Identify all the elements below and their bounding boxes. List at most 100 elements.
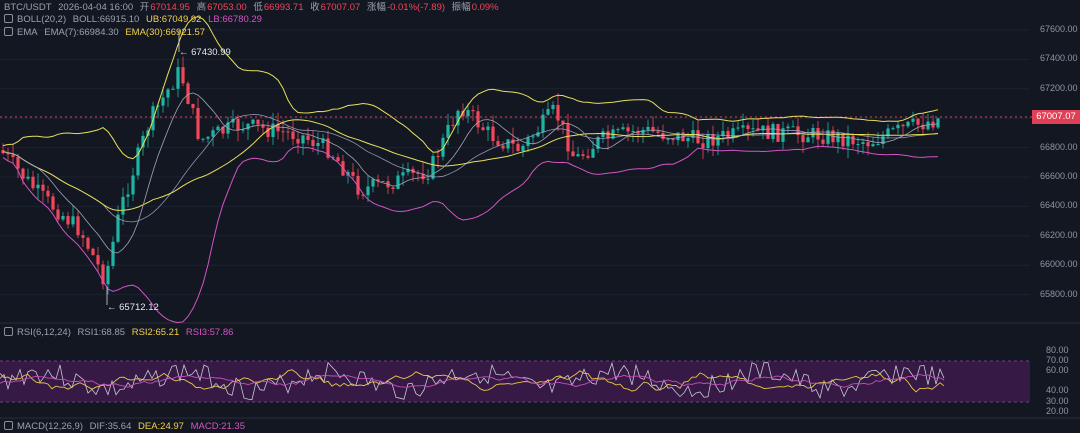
candle-body bbox=[881, 136, 885, 144]
candle-body bbox=[416, 172, 420, 174]
candle-body bbox=[431, 156, 435, 179]
boll-header: BOLL(20,2) BOLL:66915.10 UB:67049.92 LB:… bbox=[4, 14, 266, 26]
candle-body bbox=[466, 110, 470, 117]
candle-body bbox=[756, 128, 760, 131]
amp-value: 0.09% bbox=[471, 2, 499, 13]
candle-body bbox=[366, 186, 370, 196]
candle-body bbox=[221, 126, 225, 134]
rsi-axis-label: 40.00 bbox=[1046, 385, 1069, 395]
price-axis-label: 67400.00 bbox=[1040, 53, 1078, 64]
candle-body bbox=[441, 137, 445, 157]
candle-body bbox=[391, 187, 395, 189]
candle-body bbox=[151, 106, 155, 131]
indicator-settings-icon[interactable] bbox=[4, 14, 13, 23]
candle-body bbox=[631, 131, 635, 133]
candle-body bbox=[481, 127, 485, 130]
candle-body bbox=[606, 131, 610, 139]
candle-body bbox=[61, 215, 65, 220]
candle-body bbox=[726, 130, 730, 138]
change-label: 涨幅 bbox=[366, 2, 386, 13]
candle-body bbox=[316, 142, 320, 147]
rsi3-line bbox=[0, 374, 945, 388]
candle-body bbox=[46, 190, 50, 197]
indicator-settings-icon[interactable] bbox=[4, 327, 13, 336]
candle-body bbox=[586, 155, 590, 158]
candle-body bbox=[906, 121, 910, 127]
candle-body bbox=[566, 124, 570, 152]
boll-title[interactable]: BOLL(20,2) bbox=[17, 14, 67, 25]
candle-body bbox=[686, 137, 690, 142]
candle-body bbox=[561, 120, 565, 125]
macd-header: MACD(12,26,9) DIF:35.64 DEA:24.97 MACD:2… bbox=[4, 421, 249, 433]
candle-body bbox=[6, 153, 10, 155]
low-annotation: ← 65712.12 bbox=[107, 302, 159, 313]
candle-body bbox=[211, 130, 215, 137]
candle-body bbox=[381, 181, 385, 183]
ema7-line bbox=[2, 92, 939, 254]
rsi2-line bbox=[0, 369, 945, 393]
high-value: 67053.00 bbox=[207, 2, 247, 13]
candle-body bbox=[781, 128, 785, 142]
candle-body bbox=[256, 119, 260, 125]
candle-body bbox=[361, 194, 365, 196]
candle-body bbox=[311, 139, 315, 147]
candle-body bbox=[351, 172, 355, 176]
candle-body bbox=[301, 135, 305, 144]
symbol-label[interactable]: BTC/USDT bbox=[4, 2, 52, 13]
candle-body bbox=[36, 184, 40, 189]
rsi-title[interactable]: RSI(6,12,24) bbox=[17, 327, 71, 338]
macd-title[interactable]: MACD(12,26,9) bbox=[17, 421, 83, 432]
high-annotation-value: 67430.99 bbox=[191, 47, 231, 58]
indicator-settings-icon[interactable] bbox=[4, 421, 13, 430]
candle-body bbox=[421, 173, 425, 180]
amp-label: 振幅 bbox=[451, 2, 471, 13]
price-axis-label: 66200.00 bbox=[1040, 229, 1078, 240]
candle-body bbox=[206, 136, 210, 139]
ema-title[interactable]: EMA bbox=[17, 27, 38, 38]
candle-body bbox=[771, 123, 775, 140]
candle-body bbox=[596, 137, 600, 149]
candle-body bbox=[446, 124, 450, 138]
candle-body bbox=[216, 126, 220, 131]
candle-body bbox=[621, 127, 625, 130]
candles bbox=[1, 56, 940, 295]
candle-body bbox=[601, 131, 605, 138]
candle-body bbox=[251, 119, 255, 124]
candle-body bbox=[271, 123, 275, 137]
ema30-line bbox=[2, 119, 939, 211]
candle-body bbox=[676, 132, 680, 141]
candle-body bbox=[626, 127, 630, 132]
candle-body bbox=[911, 118, 915, 122]
candle-body bbox=[86, 237, 90, 249]
candle-body bbox=[751, 128, 755, 130]
candle-body bbox=[396, 175, 400, 189]
close-label: 收 bbox=[310, 2, 320, 13]
candle-body bbox=[191, 103, 195, 108]
candle-body bbox=[721, 130, 725, 137]
candle-body bbox=[671, 138, 675, 141]
candle-body bbox=[81, 235, 85, 238]
indicator-settings-icon[interactable] bbox=[4, 27, 13, 36]
ema-header: EMA EMA(7):66984.30 EMA(30):66921.57 bbox=[4, 27, 209, 39]
candle-body bbox=[286, 131, 290, 133]
ema30-value: EMA(30):66921.57 bbox=[125, 27, 206, 38]
boll-ub: UB:67049.92 bbox=[145, 14, 202, 25]
price-axis-label: 66800.00 bbox=[1040, 141, 1078, 152]
boll-lower-line bbox=[2, 145, 938, 324]
candle-body bbox=[401, 172, 405, 176]
candle-body bbox=[296, 139, 300, 144]
datetime-label: 2026-04-04 16:00 bbox=[58, 2, 134, 13]
candle-body bbox=[636, 131, 640, 134]
candle-body bbox=[161, 97, 165, 106]
candle-body bbox=[31, 176, 35, 189]
low-value: 66993.71 bbox=[263, 2, 304, 13]
candle-body bbox=[496, 141, 500, 146]
candle-body bbox=[916, 118, 920, 125]
candle-body bbox=[51, 196, 55, 210]
boll-mid: BOLL:66915.10 bbox=[72, 14, 140, 25]
candle-body bbox=[846, 135, 850, 147]
price-axis-label: 67600.00 bbox=[1040, 24, 1078, 34]
candle-body bbox=[136, 147, 140, 176]
candle-body bbox=[886, 128, 890, 137]
